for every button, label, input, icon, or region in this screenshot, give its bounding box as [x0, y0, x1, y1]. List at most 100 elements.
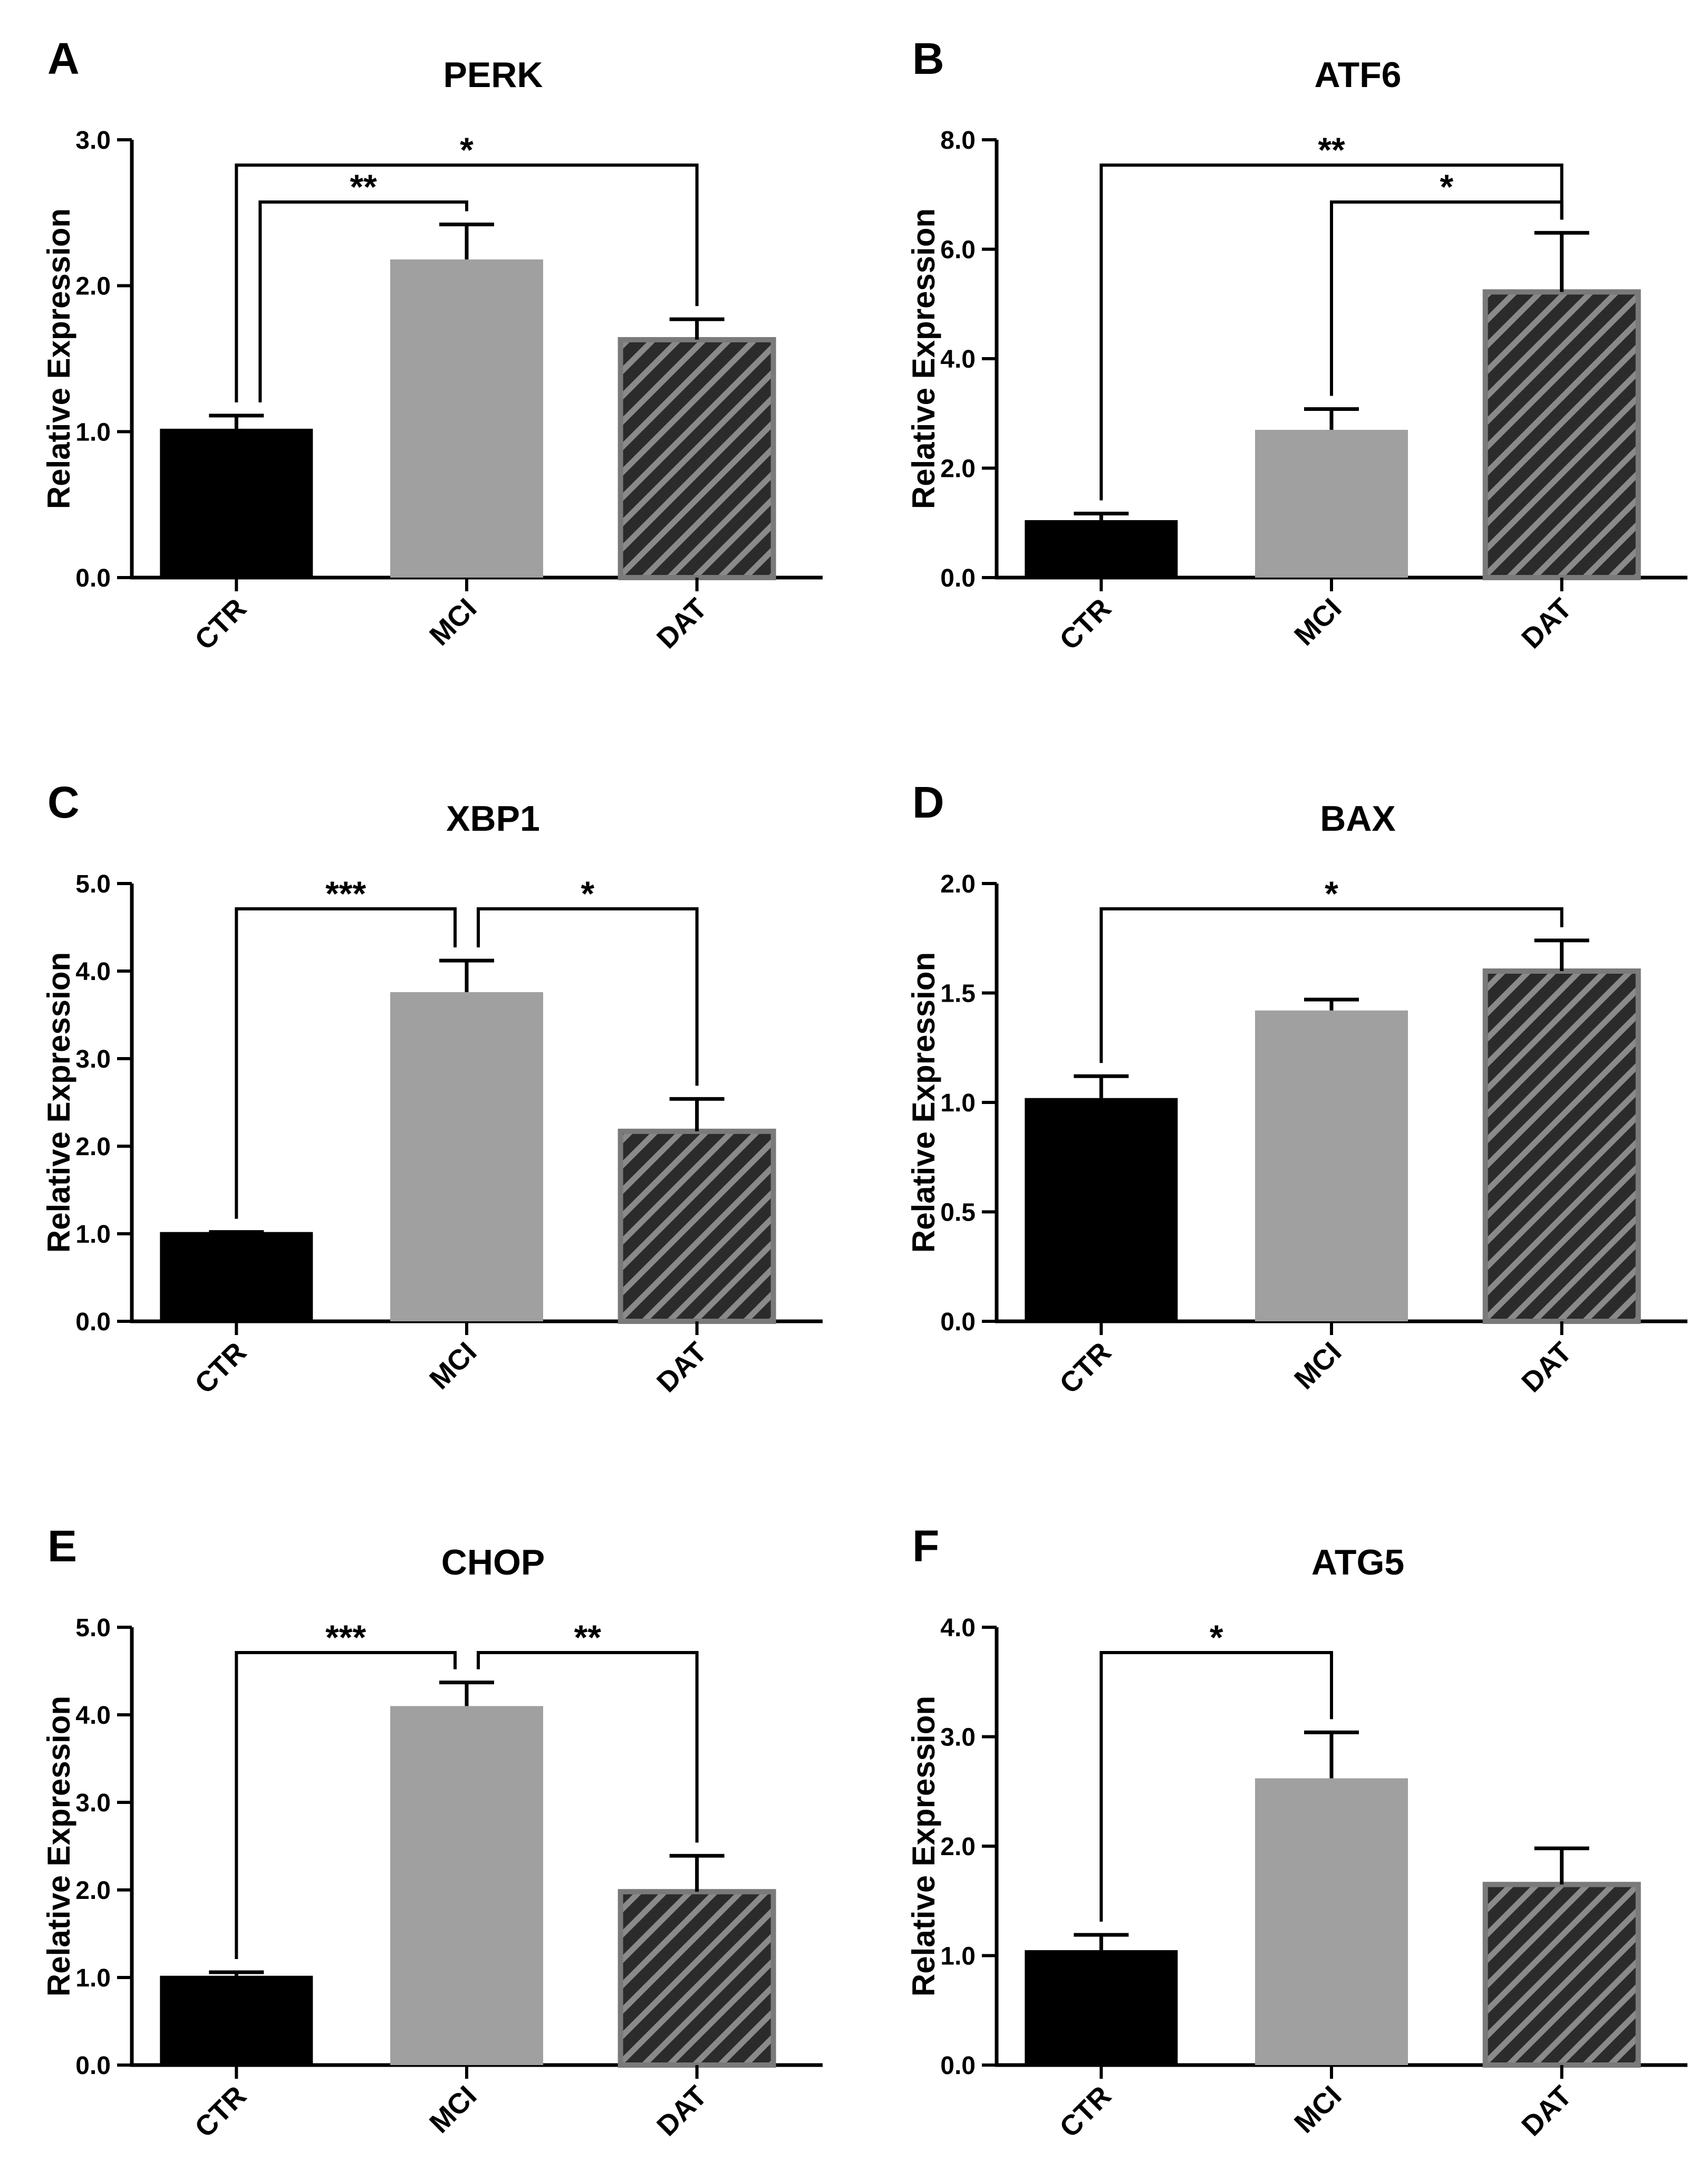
chart-title: XBP1 [446, 799, 540, 839]
chart-svg: D BAX Relative Expression 0.0 0.5 1.0 1.5 2.0 CT… [906, 777, 1687, 1400]
y-tick-label: 2.0 [940, 870, 976, 898]
y-tick-label: 0.0 [75, 2052, 111, 2080]
y-axis-label: Relative Expression [41, 208, 76, 509]
chart-svg: E CHOP Relative Expression 0.0 1.0 2.0 3.0 4.0 5… [41, 1521, 823, 2144]
panel-letter: D [912, 777, 944, 827]
y-tick-label: 0.0 [940, 564, 976, 592]
y-axis-label: Relative Expression [41, 1696, 76, 1996]
significance-bracket [477, 907, 699, 1086]
chart-svg: A PERK Relative Expression 0.0 1.0 2.0 3.0 CTR M… [41, 34, 823, 656]
chart-panel-e: E CHOP Relative Expression 0.0 1.0 2.0 3.0 4.0 5… [0, 1487, 823, 2173]
chart-panel-c: C XBP1 Relative Expression 0.0 1.0 2.0 3.0 4.0 5… [0, 744, 823, 1429]
bar-dat [617, 337, 776, 580]
category-label-ctr: CTR [1054, 592, 1117, 656]
significance-label: ** [350, 167, 377, 206]
y-tick-label: 3.0 [75, 1789, 111, 1817]
chart-title: PERK [443, 55, 543, 95]
significance-bracket [258, 200, 468, 402]
bar-ctr [160, 1232, 313, 1321]
bar-mci [390, 259, 543, 578]
significance-label: *** [325, 1618, 366, 1657]
panel-letter: E [47, 1521, 77, 1571]
y-axis-label: Relative Expression [906, 952, 941, 1253]
bar-ctr [1025, 520, 1178, 578]
y-tick-label: 1.0 [75, 1964, 111, 1992]
y-tick-label: 4.0 [940, 1614, 976, 1642]
category-label-ctr: CTR [189, 1336, 253, 1400]
significance-bracket [235, 164, 699, 402]
category-label-dat: DAT [1516, 592, 1578, 655]
bar-mci [1255, 1778, 1408, 2065]
category-label-mci: MCI [423, 2080, 483, 2139]
y-tick-label: 3.0 [940, 1724, 976, 1752]
bar-mci [390, 1706, 543, 2065]
chart-panel-a: A PERK Relative Expression 0.0 1.0 2.0 3.0 CTR M… [0, 0, 823, 686]
bar-dat [1482, 289, 1641, 580]
y-tick-label: 0.0 [940, 2052, 976, 2080]
chart-title: BAX [1320, 799, 1396, 839]
bar-dat [1482, 1882, 1641, 2068]
bar-dat [617, 1889, 776, 2068]
chart-panel-f: F ATG5 Relative Expression 0.0 1.0 2.0 3.0 4.0 C… [865, 1487, 1687, 2173]
y-tick-label: 1.5 [940, 980, 976, 1008]
chart-title: ATF6 [1315, 55, 1402, 95]
y-tick-label: 0.0 [75, 1308, 111, 1336]
panel-letter: F [912, 1521, 939, 1571]
significance-bracket [1099, 164, 1564, 501]
significance-label: * [1440, 167, 1453, 206]
significance-bracket [1099, 907, 1564, 1063]
chart-svg: C XBP1 Relative Expression 0.0 1.0 2.0 3.0 4.0 5… [41, 777, 823, 1400]
bar-mci [1255, 1010, 1408, 1321]
y-tick-label: 0.5 [940, 1199, 976, 1227]
y-tick-label: 2.0 [940, 1833, 976, 1861]
significance-bracket [235, 1651, 457, 1960]
category-label-mci: MCI [423, 592, 483, 651]
bar-mci [1255, 429, 1408, 578]
category-label-dat: DAT [651, 1336, 713, 1398]
y-tick-label: 1.0 [940, 1089, 976, 1117]
significance-label: * [460, 130, 474, 169]
y-tick-label: 1.0 [75, 1221, 111, 1249]
y-tick-label: 6.0 [940, 236, 976, 264]
y-tick-label: 4.0 [75, 1702, 111, 1730]
y-tick-label: 0.0 [940, 1308, 976, 1336]
significance-label: * [1325, 874, 1338, 913]
bar-ctr [160, 428, 313, 578]
y-tick-label: 4.0 [75, 958, 111, 986]
chart-title: CHOP [441, 1542, 545, 1582]
y-tick-label: 1.0 [75, 418, 111, 446]
y-tick-label: 2.0 [75, 273, 111, 301]
category-label-dat: DAT [1516, 2080, 1578, 2142]
bar-mci [390, 992, 543, 1321]
significance-label: * [1210, 1618, 1223, 1657]
y-tick-label: 4.0 [940, 345, 976, 373]
significance-bracket [1099, 1651, 1333, 1922]
category-label-ctr: CTR [1054, 2080, 1117, 2144]
chart-panel-b: B ATF6 Relative Expression 0.0 2.0 4.0 6.0 8.0 C… [865, 0, 1687, 686]
chart-svg: B ATF6 Relative Expression 0.0 2.0 4.0 6.0 8.0 C… [906, 34, 1687, 656]
bar-ctr [1025, 1950, 1178, 2065]
y-tick-label: 2.0 [940, 455, 976, 483]
category-label-dat: DAT [651, 592, 713, 655]
category-label-mci: MCI [1288, 1336, 1347, 1395]
chart-panel-d: D BAX Relative Expression 0.0 0.5 1.0 1.5 2.0 CT… [865, 744, 1687, 1429]
significance-bracket [235, 907, 457, 1219]
category-label-mci: MCI [1288, 2080, 1347, 2139]
bar-ctr [160, 1975, 313, 2065]
category-label-ctr: CTR [189, 592, 253, 656]
y-tick-label: 5.0 [75, 870, 111, 898]
category-label-ctr: CTR [1054, 1336, 1117, 1400]
bar-ctr [1025, 1098, 1178, 1321]
category-label-mci: MCI [1288, 592, 1347, 651]
category-label-mci: MCI [423, 1336, 483, 1395]
category-label-dat: DAT [1516, 1336, 1578, 1398]
y-tick-label: 2.0 [75, 1133, 111, 1161]
y-axis-label: Relative Expression [906, 1696, 941, 1996]
chart-svg: F ATG5 Relative Expression 0.0 1.0 2.0 3.0 4.0 C… [906, 1521, 1687, 2144]
significance-label: ** [1318, 130, 1345, 169]
bar-dat [1482, 968, 1641, 1324]
y-axis-label: Relative Expression [41, 952, 76, 1253]
y-tick-label: 0.0 [75, 564, 111, 592]
significance-bracket [1330, 200, 1564, 396]
